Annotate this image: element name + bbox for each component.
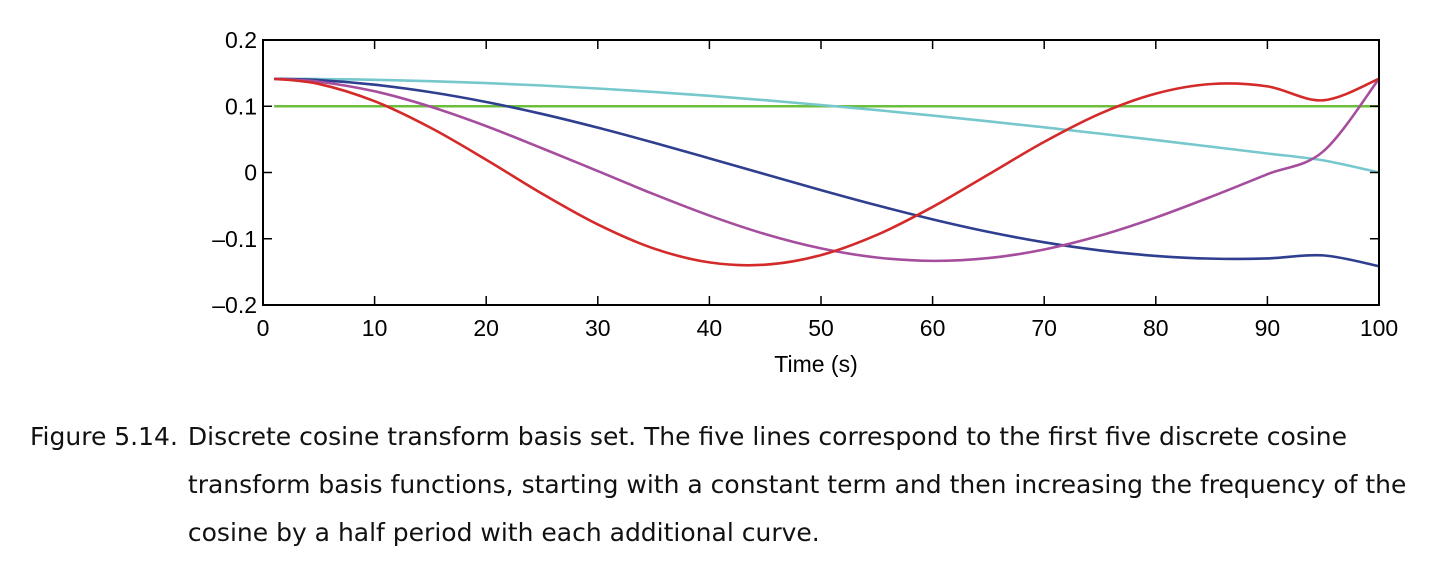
x-tick-label: 80 <box>1143 315 1169 341</box>
y-tick-label: –0.2 <box>212 292 257 318</box>
series-line-2 <box>274 77 1380 268</box>
x-tick-label: 10 <box>362 315 388 341</box>
axes-layer <box>262 39 1380 306</box>
x-tick-label: 60 <box>920 315 946 341</box>
x-tick-label: 50 <box>808 315 834 341</box>
y-tick-label: 0.2 <box>225 27 257 53</box>
x-tick-label: 40 <box>697 315 723 341</box>
y-tick-label: 0.1 <box>225 93 257 119</box>
labels-layer: 0 10 20 30 40 50 60 70 80 90 100 0.2 0.1 0 –0.1 –0.2 <box>212 27 1398 341</box>
series-line-1 <box>274 77 1380 174</box>
x-tick-label: 100 <box>1360 315 1398 341</box>
series-line-3 <box>274 77 1381 263</box>
x-tick-label: 20 <box>473 315 499 341</box>
x-axis-title: Time (s) <box>774 351 857 377</box>
x-tick-label: 30 <box>585 315 611 341</box>
x-tick-label: 0 <box>257 315 270 341</box>
x-tick-label: 70 <box>1031 315 1057 341</box>
series-layer <box>274 77 1381 268</box>
y-tick-label: –0.1 <box>212 226 257 252</box>
chart: 0 10 20 30 40 50 60 70 80 90 100 0.2 0.1 0 –0.1 –0.2 Ti… <box>212 27 1398 377</box>
figure-caption: Figure 5.14. Discrete cosine transform b… <box>30 413 1440 557</box>
y-tick-label: 0 <box>244 160 257 186</box>
plot-frame <box>262 39 1380 306</box>
x-tick-label: 90 <box>1255 315 1281 341</box>
series-line-4 <box>274 77 1380 267</box>
caption-text: Discrete cosine transform basis set. The… <box>187 422 1407 547</box>
caption-label: Figure 5.14. <box>30 422 178 451</box>
